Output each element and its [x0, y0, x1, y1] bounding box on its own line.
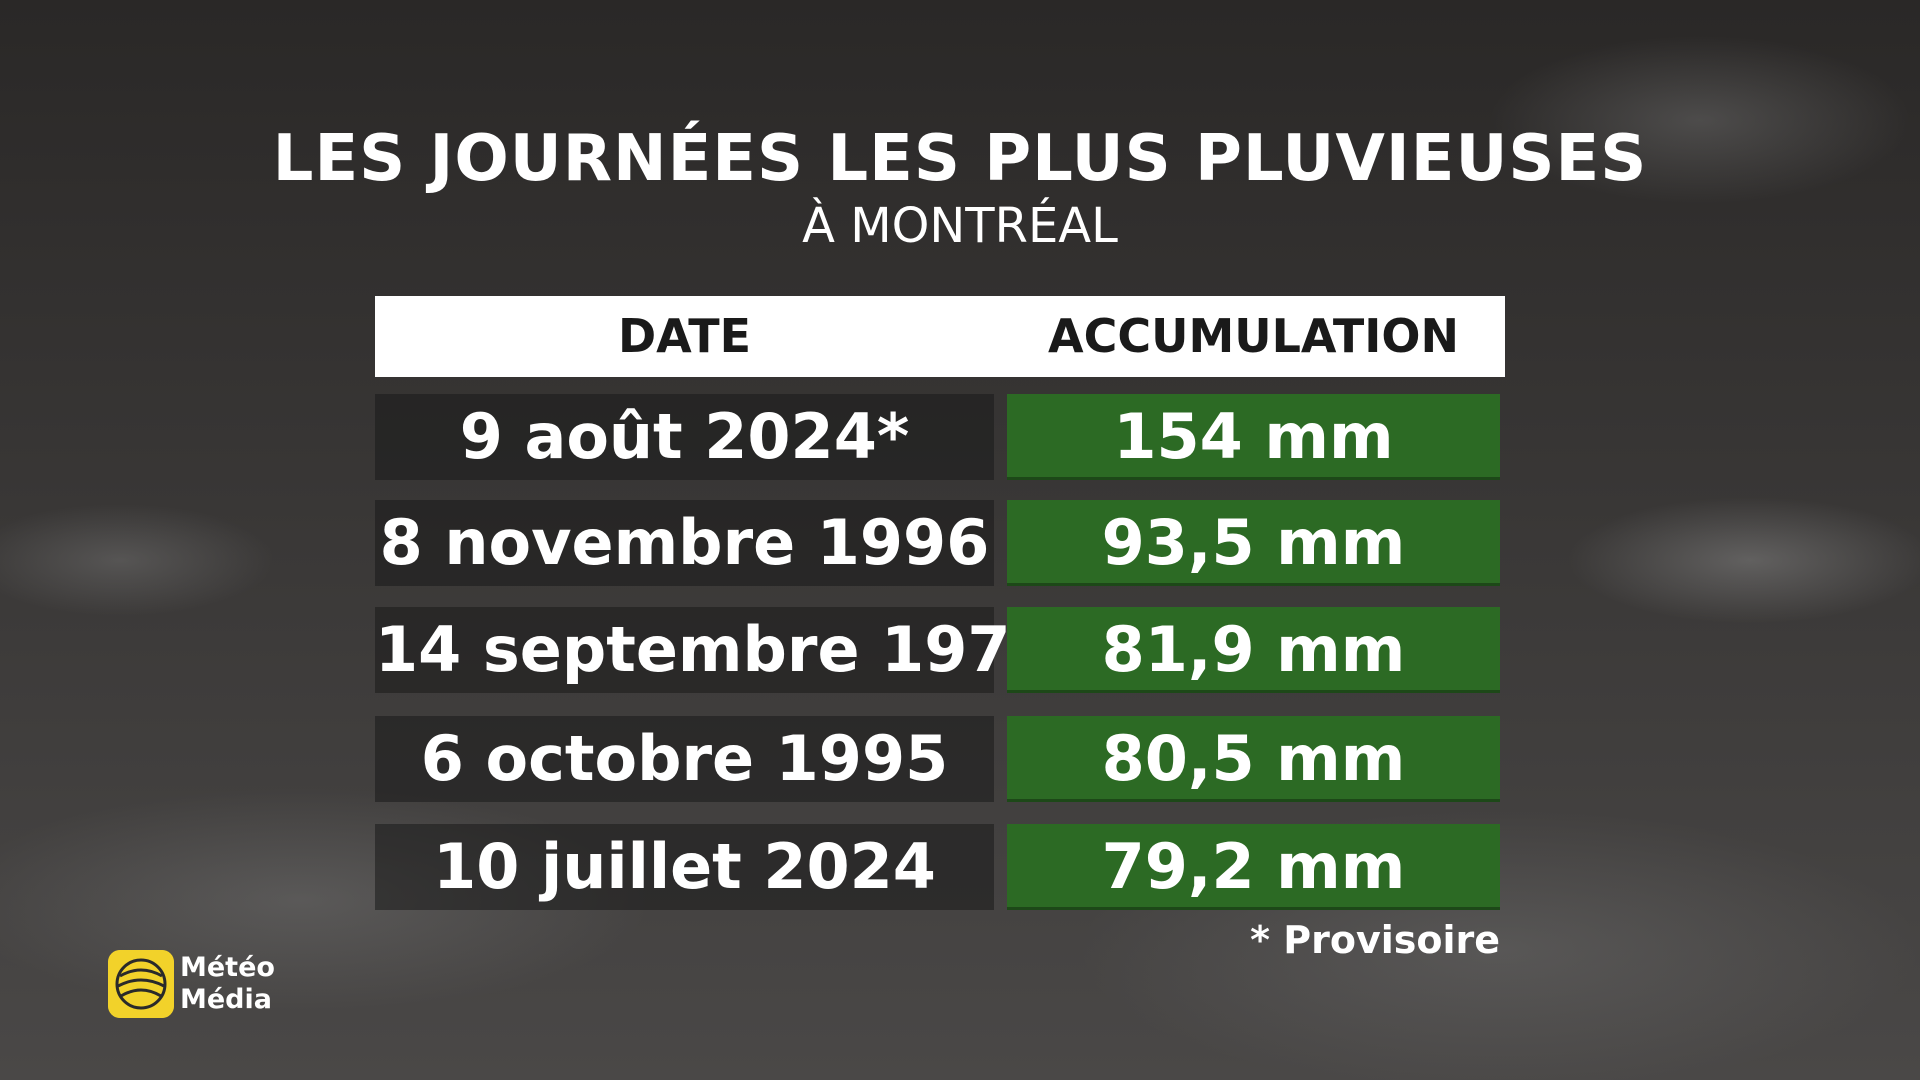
title: LES JOURNÉES LES PLUS PLUVIEUSES — [272, 122, 1648, 196]
logo-icon — [108, 950, 174, 1018]
logo-line: Météo — [180, 952, 275, 983]
subtitle: À MONTRÉAL — [802, 198, 1118, 254]
column-header: DATE — [617, 309, 751, 363]
date-cell: 8 novembre 1996 — [375, 500, 994, 586]
column-header: ACCUMULATION — [1047, 309, 1460, 363]
date-cell: 10 juillet 2024 — [375, 824, 994, 910]
logo-text: Météo Média — [180, 952, 275, 1016]
date-cell: 9 août 2024* — [375, 394, 994, 480]
accumulation-cell: 93,5 mm — [1007, 500, 1500, 586]
footnote: * Provisoire — [1250, 918, 1500, 962]
date-cell: 6 octobre 1995 — [375, 716, 994, 802]
logo: Météo Média — [108, 950, 283, 1020]
accumulation-cell: 79,2 mm — [1007, 824, 1500, 910]
date-cell: 14 septembre 1979 — [375, 607, 1054, 693]
table-header: DATE ACCUMULATION — [375, 296, 1505, 377]
accumulation-cell: 80,5 mm — [1007, 716, 1500, 802]
logo-line: Média — [180, 984, 272, 1015]
accumulation-cell: 81,9 mm — [1007, 607, 1500, 693]
accumulation-cell: 154 mm — [1007, 394, 1500, 480]
